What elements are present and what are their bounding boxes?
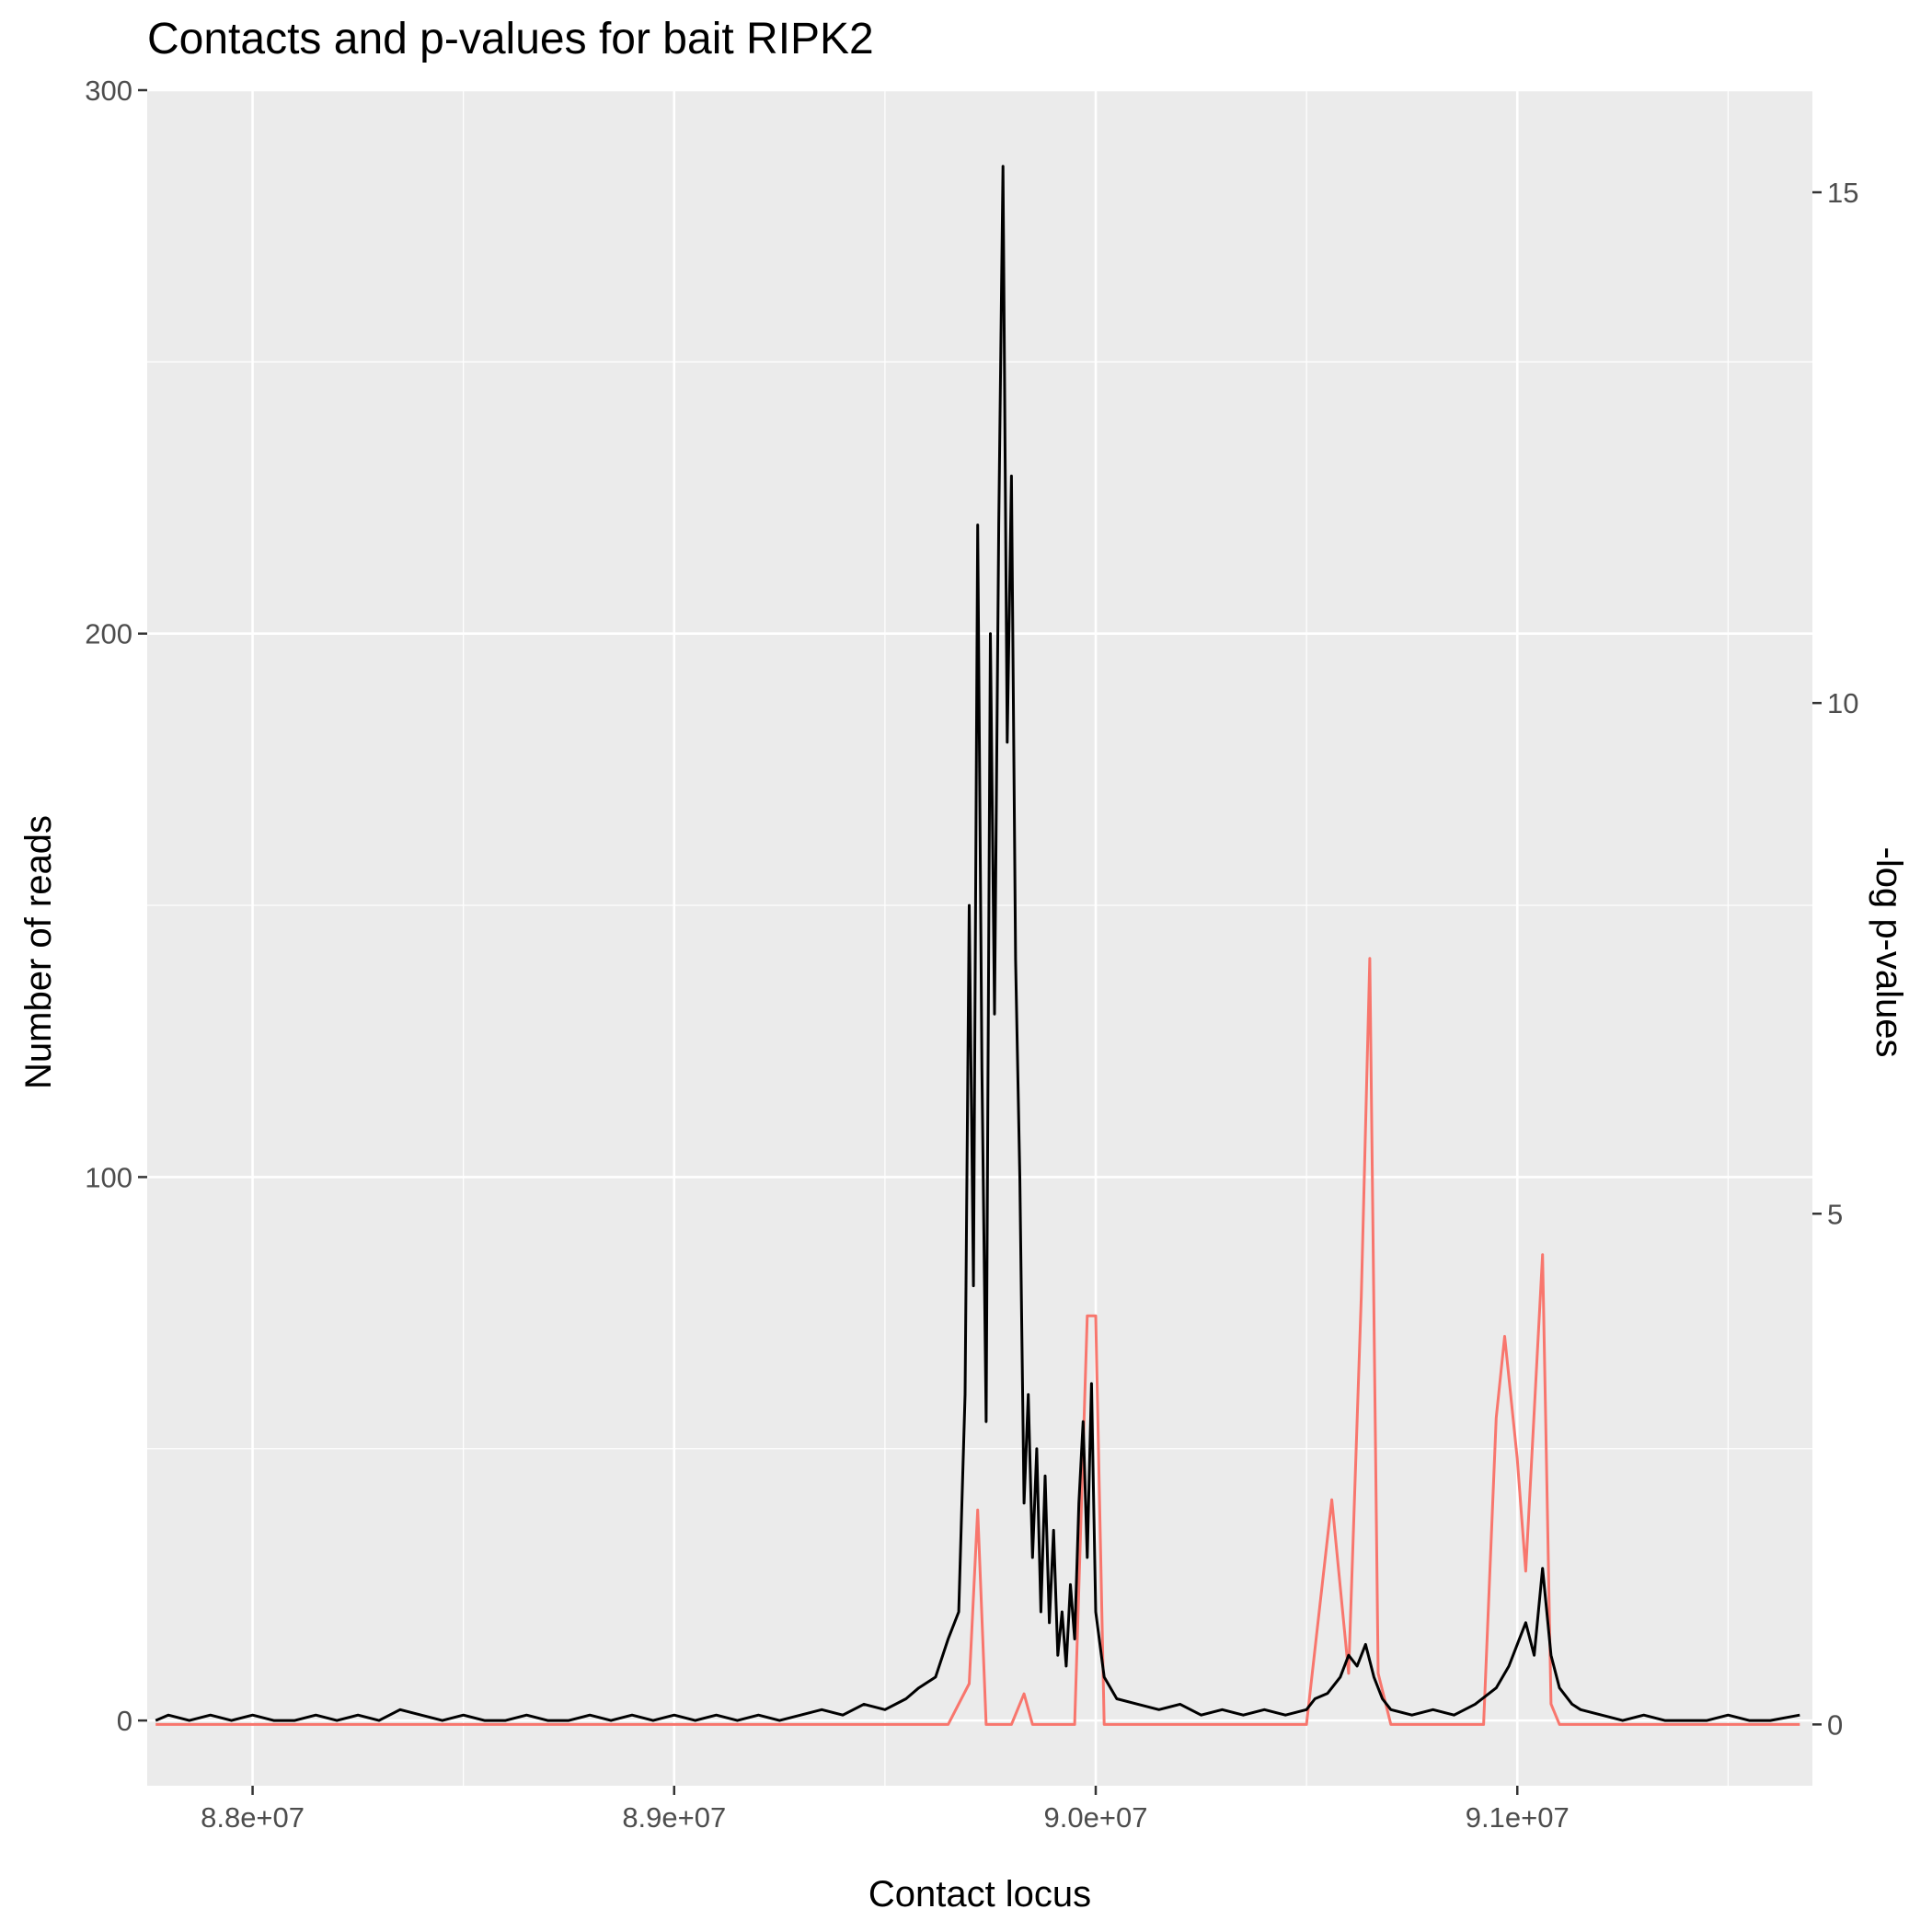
y-tick-label: 0 — [117, 1705, 132, 1737]
chart-title: Contacts and p-values for bait RIPK2 — [147, 15, 874, 63]
x-tick-label: 9.1e+07 — [1466, 1801, 1570, 1834]
x-axis: 8.8e+07 8.9e+07 9.0e+07 9.1e+07 — [201, 1786, 1570, 1834]
y-tick-label: 300 — [85, 75, 132, 107]
reads-series-line — [155, 165, 1800, 1722]
series-layer — [155, 165, 1800, 1726]
y-right-axis: 0 5 10 15 — [1812, 177, 1858, 1741]
x-axis-title: Contact locus — [868, 1874, 1091, 1915]
y2-tick-label: 15 — [1827, 177, 1858, 209]
x-tick-label: 9.0e+07 — [1044, 1801, 1148, 1834]
pvalue-series-line — [155, 957, 1800, 1726]
y-tick-label: 200 — [85, 618, 132, 650]
x-tick-label: 8.9e+07 — [622, 1801, 726, 1834]
y2-tick-label: 10 — [1827, 687, 1858, 719]
y-tick-label: 100 — [85, 1161, 132, 1193]
y2-tick-label: 5 — [1827, 1198, 1843, 1230]
y-axis-title: Number of reads — [18, 815, 59, 1089]
y-left-axis: 0 100 200 300 — [85, 75, 147, 1737]
y2-tick-label: 0 — [1827, 1708, 1843, 1741]
y2-axis-title: -log p-values — [1869, 846, 1909, 1057]
x-tick-label: 8.8e+07 — [201, 1801, 305, 1834]
